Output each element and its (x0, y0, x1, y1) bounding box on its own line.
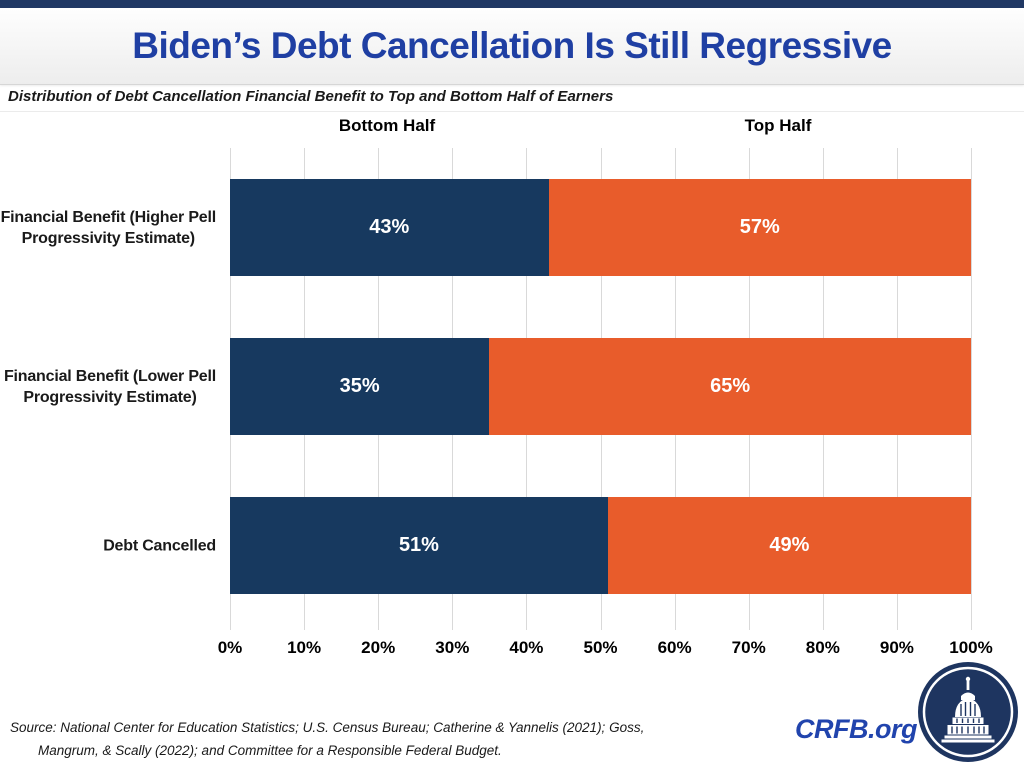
bar-value-label: 65% (710, 375, 751, 397)
title-banner: Biden’s Debt Cancellation Is Still Regre… (0, 8, 1024, 85)
x-tick-label: 30% (435, 638, 470, 657)
x-tick-label: 60% (657, 638, 692, 657)
bar-value-label: 57% (739, 216, 780, 238)
bar-segment-bottom-half: 43% (230, 179, 549, 276)
x-tick-label: 90% (879, 638, 914, 657)
subtitle-row: Distribution of Debt Cancellation Financ… (0, 85, 1024, 112)
brand-label: CRFB.org (795, 714, 917, 744)
bar-segment-top-half: 49% (607, 497, 971, 594)
column-header-top-half: Top Half (744, 116, 812, 135)
plot-area: 43% 57% 35% 65% 51% 49% (230, 148, 972, 630)
top-accent-strip (0, 0, 1024, 8)
x-tick-label: 70% (731, 638, 766, 657)
bar-row: 43% 57% (230, 179, 971, 276)
x-tick-label: 10% (287, 638, 322, 657)
column-header-bottom-half: Bottom Half (338, 116, 436, 135)
bar-segment-bottom-half: 51% (230, 497, 608, 594)
bar-segment-bottom-half: 35% (230, 338, 490, 435)
bar-row: 51% 49% (230, 497, 971, 594)
x-tick-label: 0% (217, 638, 243, 657)
bar-segment-top-half: 65% (489, 338, 971, 435)
x-tick-label: 50% (583, 638, 618, 657)
x-tick-label: 100% (949, 638, 993, 657)
x-tick-label: 20% (361, 638, 396, 657)
source-note-line2: Mangrum, & Scally (2022); and Committee … (38, 743, 502, 758)
bar-value-label: 35% (339, 375, 380, 397)
bar-row: 35% 65% (230, 338, 971, 435)
category-label: Financial Benefit (Higher Pell Progressi… (0, 208, 217, 247)
category-label: Financial Benefit (Lower Pell Progressiv… (3, 367, 216, 406)
source-note-line1: Source: National Center for Education St… (10, 720, 645, 735)
category-label: Debt Cancelled (103, 537, 216, 554)
chart-subtitle: Distribution of Debt Cancellation Financ… (8, 88, 614, 105)
bar-value-label: 43% (369, 216, 410, 238)
x-tick-label: 40% (509, 638, 544, 657)
capitol-dome-icon (918, 662, 1018, 762)
bar-value-label: 49% (769, 534, 810, 556)
bar-value-label: 51% (398, 534, 439, 556)
x-tick-label: 80% (805, 638, 840, 657)
page-title: Biden’s Debt Cancellation Is Still Regre… (132, 25, 892, 66)
source-note: Source: National Center for Education St… (10, 716, 770, 762)
gridline (971, 148, 972, 630)
bar-segment-top-half: 57% (548, 179, 971, 276)
